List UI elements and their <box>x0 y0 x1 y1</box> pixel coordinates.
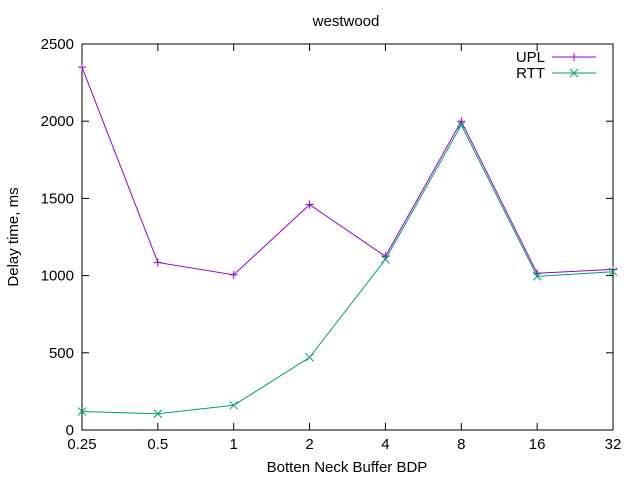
data-point-rtt <box>381 255 390 264</box>
x-axis-label: Botten Neck Buffer BDP <box>267 459 428 476</box>
x-tick-label: 0.25 <box>67 436 96 453</box>
series-line-rtt <box>81 123 614 415</box>
y-tick-label: 1500 <box>41 190 74 207</box>
series-line-upl <box>81 66 614 276</box>
y-tick-label: 0 <box>66 422 74 439</box>
legend-marker-rtt <box>569 68 579 78</box>
series-layer <box>77 63 618 419</box>
y-tick-label: 2000 <box>41 113 74 130</box>
plot-frame <box>81 43 614 431</box>
x-tick-label: 2 <box>305 436 313 453</box>
data-point-rtt <box>456 120 466 130</box>
data-point-rtt <box>532 272 542 281</box>
data-point-rtt <box>305 353 314 362</box>
data-point-upl <box>229 270 238 279</box>
data-point-rtt <box>608 267 618 277</box>
y-tick-label: 2500 <box>41 36 74 53</box>
data-point-rtt <box>229 400 239 410</box>
x-tick-label: 1 <box>230 436 238 453</box>
x-tick-label: 32 <box>605 436 622 453</box>
y-axis-ticks: 0 500 1000 1500 2000 2500 <box>41 36 613 439</box>
data-point-upl <box>305 200 314 209</box>
legend-label-rtt: RTT <box>516 65 545 82</box>
data-point-rtt <box>153 409 163 419</box>
x-tick-label: 4 <box>381 436 389 453</box>
x-axis-ticks: 0.25 0.5 1 2 4 8 16 32 <box>67 44 621 453</box>
data-point-rtt <box>77 407 87 416</box>
chart-title: westwood <box>312 13 380 30</box>
x-tick-label: 16 <box>529 436 546 453</box>
data-point-upl <box>153 258 162 267</box>
data-point-upl <box>457 117 466 126</box>
legend-label-upl: UPL <box>516 49 545 66</box>
data-point-upl <box>78 63 86 72</box>
y-axis-label: Delay time, ms <box>5 187 22 286</box>
x-tick-label: 8 <box>457 436 465 453</box>
y-tick-label: 500 <box>49 345 74 362</box>
y-tick-label: 1000 <box>41 268 74 285</box>
legend-marker-upl <box>570 53 578 61</box>
x-tick-label: 0.5 <box>147 436 168 453</box>
